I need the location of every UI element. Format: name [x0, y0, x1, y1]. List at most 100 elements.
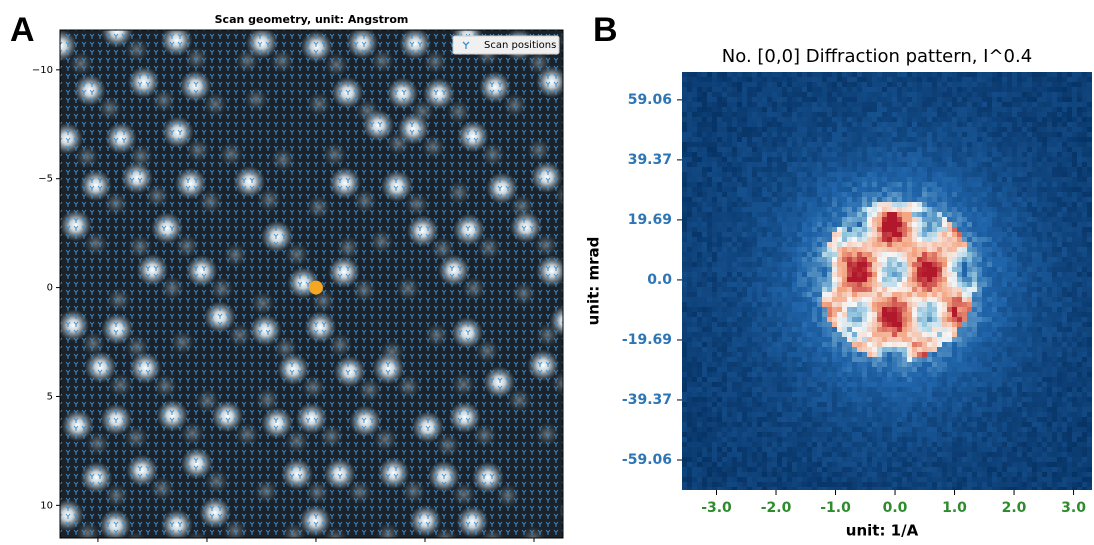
- heatmap-pixel: [752, 222, 757, 227]
- heatmap-pixel: [847, 252, 852, 257]
- heatmap-pixel: [717, 177, 722, 182]
- heatmap-pixel: [747, 367, 752, 372]
- heatmap-pixel: [947, 457, 952, 462]
- heatmap-pixel: [877, 342, 882, 347]
- heatmap-pixel: [707, 237, 712, 242]
- heatmap-pixel: [772, 132, 777, 137]
- heatmap-pixel: [692, 317, 697, 322]
- heatmap-pixel: [947, 472, 952, 477]
- heatmap-pixel: [927, 317, 932, 322]
- heatmap-pixel: [742, 247, 747, 252]
- heatmap-pixel: [877, 157, 882, 162]
- heatmap-pixel: [772, 387, 777, 392]
- heatmap-pixel: [857, 247, 862, 252]
- heatmap-pixel: [937, 347, 942, 352]
- heatmap-pixel: [957, 452, 962, 457]
- heatmap-pixel: [857, 307, 862, 312]
- heatmap-pixel: [802, 87, 807, 92]
- heatmap-pixel: [717, 217, 722, 222]
- heatmap-pixel: [707, 97, 712, 102]
- heatmap-pixel: [902, 252, 907, 257]
- heatmap-pixel: [712, 297, 717, 302]
- heatmap-pixel: [957, 297, 962, 302]
- heatmap-pixel: [827, 487, 832, 492]
- heatmap-pixel: [852, 412, 857, 417]
- heatmap-pixel: [932, 282, 937, 287]
- heatmap-pixel: [907, 462, 912, 467]
- heatmap-pixel: [737, 152, 742, 157]
- heatmap-pixel: [772, 292, 777, 297]
- heatmap-pixel: [842, 122, 847, 127]
- heatmap-pixel: [717, 357, 722, 362]
- heatmap-pixel: [702, 192, 707, 197]
- heatmap-pixel: [712, 197, 717, 202]
- heatmap-pixel: [807, 487, 812, 492]
- heatmap-pixel: [887, 352, 892, 357]
- heatmap-pixel: [952, 187, 957, 192]
- heatmap-pixel: [842, 457, 847, 462]
- heatmap-pixel: [812, 222, 817, 227]
- heatmap-pixel: [937, 282, 942, 287]
- heatmap-pixel: [962, 127, 967, 132]
- heatmap-pixel: [822, 297, 827, 302]
- heatmap-pixel: [712, 267, 717, 272]
- heatmap-pixel: [922, 272, 927, 277]
- heatmap-pixel: [927, 467, 932, 472]
- heatmap-pixel: [692, 412, 697, 417]
- heatmap-pixel: [687, 442, 692, 447]
- heatmap-pixel: [682, 282, 687, 287]
- heatmap-pixel: [757, 227, 762, 232]
- heatmap-pixel: [922, 442, 927, 447]
- heatmap-pixel: [847, 427, 852, 432]
- heatmap-pixel: [857, 402, 862, 407]
- heatmap-pixel: [877, 352, 882, 357]
- heatmap-pixel: [932, 272, 937, 277]
- heatmap-pixel: [862, 287, 867, 292]
- heatmap-pixel: [722, 347, 727, 352]
- heatmap-pixel: [747, 387, 752, 392]
- heatmap-pixel: [742, 87, 747, 92]
- heatmap-pixel: [937, 442, 942, 447]
- heatmap-pixel: [867, 222, 872, 227]
- heatmap-pixel: [932, 77, 937, 82]
- heatmap-pixel: [807, 337, 812, 342]
- heatmap-pixel: [892, 107, 897, 112]
- heatmap-pixel: [897, 197, 902, 202]
- heatmap-pixel: [897, 97, 902, 102]
- heatmap-pixel: [862, 472, 867, 477]
- heatmap-pixel: [912, 342, 917, 347]
- heatmap-pixel: [882, 87, 887, 92]
- heatmap-pixel: [872, 117, 877, 122]
- heatmap-pixel: [842, 262, 847, 267]
- heatmap-pixel: [742, 192, 747, 197]
- heatmap-pixel: [717, 247, 722, 252]
- heatmap-pixel: [912, 297, 917, 302]
- heatmap-pixel: [807, 232, 812, 237]
- heatmap-pixel: [762, 112, 767, 117]
- heatmap-pixel: [852, 107, 857, 112]
- heatmap-pixel: [957, 392, 962, 397]
- heatmap-pixel: [712, 77, 717, 82]
- heatmap-pixel: [817, 77, 822, 82]
- heatmap-pixel: [857, 197, 862, 202]
- heatmap-pixel: [877, 77, 882, 82]
- heatmap-pixel: [802, 92, 807, 97]
- heatmap-pixel: [832, 307, 837, 312]
- heatmap-pixel: [687, 82, 692, 87]
- heatmap-pixel: [697, 127, 702, 132]
- heatmap-pixel: [817, 482, 822, 487]
- heatmap-pixel: [787, 377, 792, 382]
- heatmap-pixel: [802, 297, 807, 302]
- heatmap-pixel: [782, 147, 787, 152]
- heatmap-pixel: [712, 82, 717, 87]
- heatmap-pixel: [862, 262, 867, 267]
- heatmap-pixel: [862, 342, 867, 347]
- heatmap-pixel: [782, 427, 787, 432]
- heatmap-pixel: [957, 152, 962, 157]
- heatmap-pixel: [842, 137, 847, 142]
- heatmap-pixel: [792, 357, 797, 362]
- heatmap-pixel: [892, 222, 897, 227]
- heatmap-pixel: [862, 257, 867, 262]
- heatmap-pixel: [852, 137, 857, 142]
- heatmap-pixel: [942, 447, 947, 452]
